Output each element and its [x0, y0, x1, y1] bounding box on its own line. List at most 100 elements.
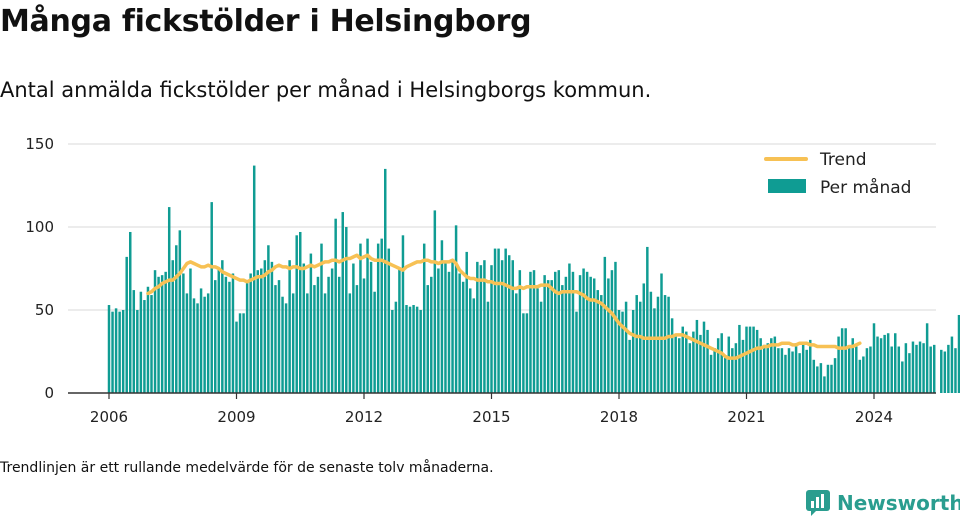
bar — [908, 353, 911, 393]
bar — [858, 359, 862, 393]
bar — [422, 243, 426, 393]
bar — [330, 268, 334, 393]
bar — [426, 285, 429, 393]
bar — [699, 334, 702, 393]
bar — [337, 276, 341, 393]
bar — [245, 281, 249, 393]
bar — [157, 276, 160, 393]
bar — [734, 343, 738, 393]
bar — [624, 301, 628, 393]
bar — [355, 285, 359, 393]
bar — [231, 273, 235, 393]
bar — [419, 310, 422, 393]
bar — [376, 243, 380, 393]
bar — [713, 348, 716, 393]
bar — [656, 296, 660, 393]
bar — [203, 296, 206, 393]
bar — [352, 263, 355, 393]
bar — [653, 308, 656, 393]
bar — [281, 296, 284, 393]
bar — [267, 245, 270, 393]
bar — [217, 268, 221, 393]
bar — [160, 275, 164, 393]
bar — [929, 346, 932, 393]
bar — [872, 323, 876, 393]
bar — [536, 288, 539, 393]
bar — [667, 296, 670, 393]
bar — [784, 354, 787, 393]
bar — [794, 343, 798, 393]
bar — [770, 338, 773, 393]
bar — [504, 248, 507, 393]
bar — [688, 343, 692, 393]
bar — [461, 281, 465, 393]
bar — [780, 348, 784, 393]
bar — [185, 293, 189, 393]
bar — [886, 333, 890, 393]
legend-swatch-per-manad — [768, 179, 806, 193]
bar — [603, 256, 607, 393]
bar — [543, 275, 546, 393]
bar — [677, 338, 681, 393]
bar — [309, 253, 313, 393]
bar — [876, 336, 879, 393]
x-tick-label-2012: 2012 — [345, 408, 383, 426]
bar — [585, 271, 589, 393]
bar — [883, 334, 886, 393]
bar — [465, 251, 468, 393]
bar — [228, 281, 231, 393]
bar — [391, 310, 394, 393]
bar — [288, 260, 291, 393]
bar — [398, 268, 401, 393]
y-tick-label-0: 0 — [44, 384, 54, 402]
x-tick-label-2006: 2006 — [90, 408, 128, 426]
legend: Trend Per månad — [764, 150, 911, 198]
bar — [522, 313, 525, 393]
bar-series-per-manad — [107, 165, 960, 393]
bar — [607, 278, 610, 393]
bar — [709, 354, 713, 393]
bar — [592, 278, 596, 393]
bar — [306, 293, 309, 393]
x-tick-label-2021: 2021 — [727, 408, 765, 426]
bar — [451, 261, 454, 393]
bar — [731, 348, 734, 393]
bar — [348, 293, 352, 393]
bar — [118, 311, 121, 393]
bar — [447, 271, 451, 393]
bar — [146, 286, 150, 393]
bar — [925, 323, 929, 393]
bar — [819, 363, 823, 393]
bar — [387, 248, 391, 393]
bar — [380, 238, 383, 393]
bar — [833, 358, 837, 393]
chart-subtitle: Antal anmälda fickstölder per månad i He… — [0, 78, 652, 102]
bar — [132, 290, 136, 393]
y-tick-label-50: 50 — [35, 301, 54, 319]
bar — [837, 336, 840, 393]
bar — [256, 270, 259, 393]
bar — [862, 356, 865, 393]
bar — [274, 285, 277, 393]
bar — [511, 260, 514, 393]
brand[interactable]: Newsworthy — [805, 488, 960, 518]
bar — [904, 343, 908, 393]
bar — [610, 270, 614, 393]
bar — [660, 273, 663, 393]
bar — [320, 243, 323, 393]
bar — [270, 261, 274, 393]
bar — [649, 291, 653, 393]
bar — [762, 344, 766, 393]
bar — [507, 255, 511, 393]
bar — [564, 276, 568, 393]
bar — [196, 303, 199, 393]
bar — [830, 364, 833, 393]
bar — [430, 276, 433, 393]
bar — [578, 275, 582, 393]
bar — [798, 353, 801, 393]
bar — [518, 270, 522, 393]
bar — [167, 207, 171, 393]
bar — [284, 303, 288, 393]
bar — [932, 344, 936, 393]
bar — [490, 265, 493, 393]
